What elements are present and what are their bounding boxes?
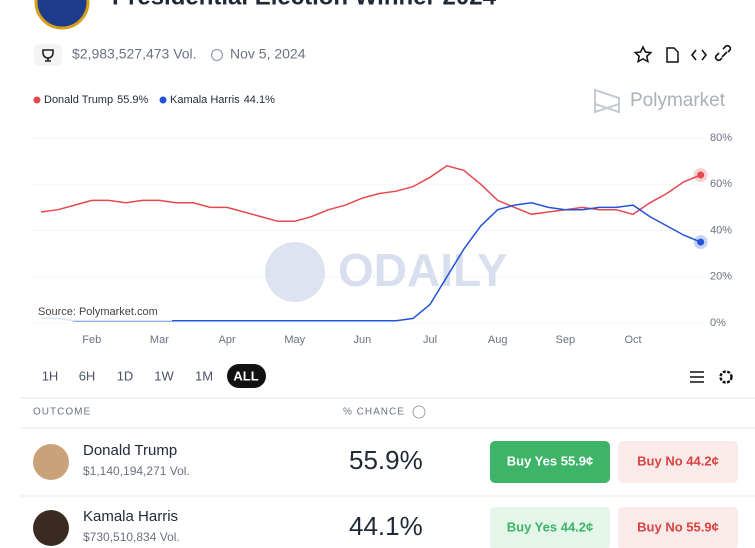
y-tick-label: 40% [710,224,732,236]
legend-chance: 55.9% [117,94,148,106]
header-chance: % CHANCE [343,407,405,418]
trophy-icon [34,44,62,66]
watermark-logo [265,242,325,302]
seal [34,0,90,30]
buy-yes-bg[interactable] [490,507,610,548]
filter-icon[interactable] [690,371,704,383]
y-tick-label: 60% [710,178,732,190]
x-tick-label: Mar [150,334,169,346]
buy-no[interactable]: Buy No 44.2¢ [637,453,719,468]
link-icon[interactable] [714,44,732,62]
source: Source: Polymarket.com [38,306,158,318]
clock-icon [210,48,224,62]
x-tick-label: Jun [353,334,371,346]
legend-name: Donald Trump [44,94,113,106]
y-tick-label: 0% [710,317,726,329]
source-box [33,303,172,321]
range-button[interactable]: 1W [154,368,174,383]
x-tick-label: Apr [218,334,235,346]
x-tick-label: Feb [82,334,101,346]
embed-icon[interactable] [690,49,708,61]
settings-icon[interactable] [719,370,733,384]
x-tick-label: May [284,334,305,346]
legend-label: Donald Trump 55.9% [44,94,149,106]
x-tick-label: Jul [423,334,437,346]
legend-label: Kamala Harris 44.1% [170,94,275,106]
doc-icon[interactable] [666,47,679,63]
outcome-chance: 44.1% [349,511,423,541]
outcome-name: Kamala Harris [83,508,178,525]
brand-logo [594,88,620,114]
y-tick-label: 20% [710,271,732,283]
trophy [42,49,54,62]
range-button[interactable]: 1M [195,368,213,383]
legend-dot [159,96,167,104]
outcome-volume: $1,140,194,271 Vol. [83,464,190,478]
range-button[interactable]: ALL [233,368,258,383]
avatar [33,444,69,480]
outcome-volume: $730,510,834 Vol. [83,530,180,544]
series-line [40,164,701,223]
star-icon[interactable] [633,45,653,64]
range-button[interactable]: 1H [42,368,59,383]
date: Nov 5, 2024 [230,46,306,62]
outcome-chance: 55.9% [349,445,423,475]
range-button[interactable]: 1D [117,368,134,383]
legend-dot [33,96,41,104]
legend-chance: 44.1% [244,94,275,106]
buy-yes-bg[interactable] [490,441,610,483]
range-button[interactable]: 6H [79,368,96,383]
legend-name: Kamala Harris [170,94,240,106]
buy-no[interactable]: Buy No 55.9¢ [637,519,719,534]
range-active-bg [227,364,266,388]
buy-yes[interactable]: Buy Yes 55.9¢ [507,453,594,468]
buy-yes[interactable]: Buy Yes 44.2¢ [507,519,594,534]
x-tick-label: Oct [624,334,641,346]
outcome-name: Donald Trump [83,442,177,459]
end-dot [697,238,705,246]
buy-no-bg[interactable] [618,507,738,548]
watermark: ODAILY [338,244,508,296]
avatar [33,510,69,546]
buy-no-bg[interactable] [618,441,738,483]
end-dot [697,171,705,179]
title: Presidential Election Winner 2024 [112,0,497,10]
header-outcome: OUTCOME [33,407,91,418]
brand: Polymarket [630,90,726,111]
x-tick-label: Aug [488,334,508,346]
refresh-icon[interactable] [412,405,426,419]
x-tick-label: Sep [556,334,576,346]
volume: $2,983,527,473 Vol. [72,46,197,62]
y-tick-label: 80% [710,132,732,144]
